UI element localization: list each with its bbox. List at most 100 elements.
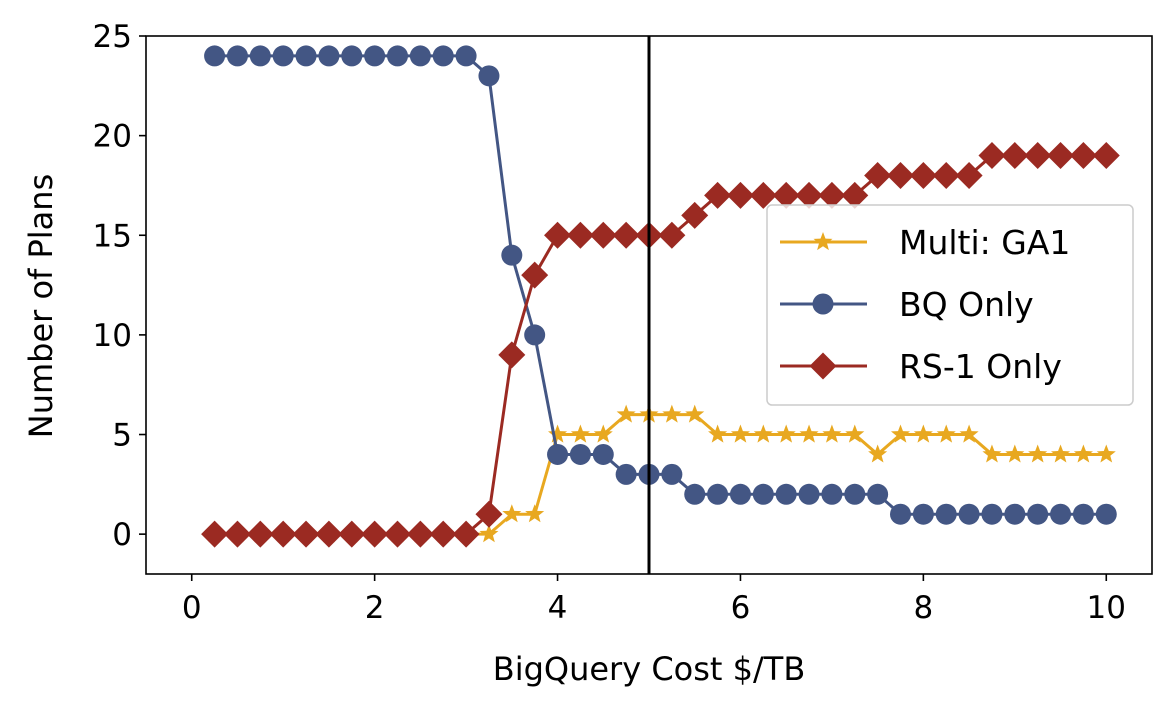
series-layer [201, 45, 1120, 548]
x-tick-label: 10 [1087, 590, 1126, 626]
data-point-star [662, 404, 682, 423]
data-point-diamond [521, 261, 549, 289]
data-point-diamond [909, 161, 937, 189]
data-point-star [936, 424, 956, 443]
data-point-star [616, 404, 636, 423]
data-point-diamond [772, 181, 800, 209]
data-point-diamond [498, 341, 526, 369]
data-point-star [502, 504, 522, 523]
legend-marker-diamond [809, 352, 837, 380]
data-point-diamond [1047, 142, 1075, 170]
data-point-diamond [361, 520, 389, 548]
data-point-star [776, 424, 796, 443]
y-axis-label: Number of Plans [22, 174, 60, 438]
data-point-diamond [384, 520, 411, 548]
data-point-circle [844, 483, 866, 505]
data-point-circle [958, 503, 980, 525]
data-point-diamond [201, 520, 229, 548]
y-tick-label: 10 [93, 318, 132, 354]
data-point-circle [615, 463, 637, 485]
data-point-star [525, 504, 545, 523]
data-point-diamond [795, 181, 823, 209]
data-point-diamond [887, 161, 914, 189]
data-point-star [1051, 444, 1071, 463]
series-bq-only [204, 45, 1117, 525]
x-tick-label: 2 [365, 590, 385, 626]
legend-marker-circle [812, 293, 834, 315]
data-point-circle [318, 45, 340, 67]
data-point-diamond [704, 181, 732, 209]
data-point-star [1028, 444, 1048, 463]
x-tick-label: 0 [182, 590, 202, 626]
legend-entry: RS-1 Only [780, 347, 1062, 386]
data-point-diamond [292, 520, 320, 548]
data-point-circle [455, 45, 477, 67]
legend-entry: Multi: GA1 [780, 223, 1070, 262]
data-point-star [845, 424, 865, 443]
data-point-star [685, 404, 705, 423]
legend: Multi: GA1 BQ Only RS-1 Only [766, 204, 1134, 406]
data-point-star [1096, 444, 1116, 463]
data-point-circle [981, 503, 1003, 525]
data-point-star [730, 424, 750, 443]
data-point-diamond [406, 520, 434, 548]
y-tick-label: 15 [93, 218, 132, 254]
data-point-star [548, 424, 568, 443]
data-point-circle [867, 483, 889, 505]
data-point-diamond [566, 221, 594, 249]
data-point-circle [204, 45, 226, 67]
data-point-diamond [1069, 142, 1097, 170]
data-point-diamond [955, 161, 983, 189]
data-point-circle [364, 45, 386, 67]
plot-frame [145, 35, 1153, 575]
data-point-circle [1027, 503, 1049, 525]
data-point-star [593, 424, 613, 443]
data-point-circle [478, 65, 500, 87]
data-point-circle [1072, 503, 1094, 525]
data-point-circle [775, 483, 797, 505]
data-point-star [570, 424, 590, 443]
data-point-circle [432, 45, 454, 67]
data-point-diamond [429, 520, 457, 548]
legend-entry: BQ Only [780, 285, 1034, 324]
data-point-circle [569, 443, 591, 465]
data-point-diamond [1024, 142, 1052, 170]
data-point-circle [798, 483, 820, 505]
data-point-diamond [818, 181, 846, 209]
data-point-circle [1050, 503, 1072, 525]
data-point-star [708, 424, 728, 443]
data-point-diamond [612, 221, 640, 249]
data-point-diamond [864, 161, 892, 189]
data-point-diamond [223, 520, 251, 548]
data-point-circle [821, 483, 843, 505]
y-tick-label: 0 [112, 517, 132, 553]
axes-layer: 0 2 4 6 8 10 0 5 10 15 20 25 [93, 19, 1153, 626]
series-rs-1-only [201, 142, 1120, 548]
data-point-diamond [932, 161, 960, 189]
y-tick-label: 25 [93, 19, 132, 55]
data-point-star [753, 424, 773, 443]
data-point-circle [752, 483, 774, 505]
data-point-diamond [269, 520, 297, 548]
data-point-circle [272, 45, 294, 67]
data-point-diamond [246, 520, 274, 548]
series-line [214, 54, 1107, 516]
x-tick-label: 4 [548, 590, 568, 626]
x-axis-label: BigQuery Cost $/TB [493, 650, 806, 688]
data-point-circle [1004, 503, 1026, 525]
data-point-diamond [749, 181, 777, 209]
y-tick-label: 5 [112, 418, 132, 454]
data-point-star [1073, 444, 1093, 463]
data-point-circle [935, 503, 957, 525]
data-point-diamond [681, 201, 709, 229]
legend-label: RS-1 Only [899, 347, 1062, 386]
data-point-circle [409, 45, 431, 67]
x-tick-label: 6 [731, 590, 751, 626]
data-point-circle [1095, 503, 1117, 525]
data-point-star [1005, 444, 1025, 463]
data-point-circle [547, 443, 569, 465]
legend-marker-star [813, 232, 833, 251]
data-point-star [890, 424, 911, 443]
legend-box [766, 204, 1134, 406]
legend-label: BQ Only [899, 285, 1034, 324]
